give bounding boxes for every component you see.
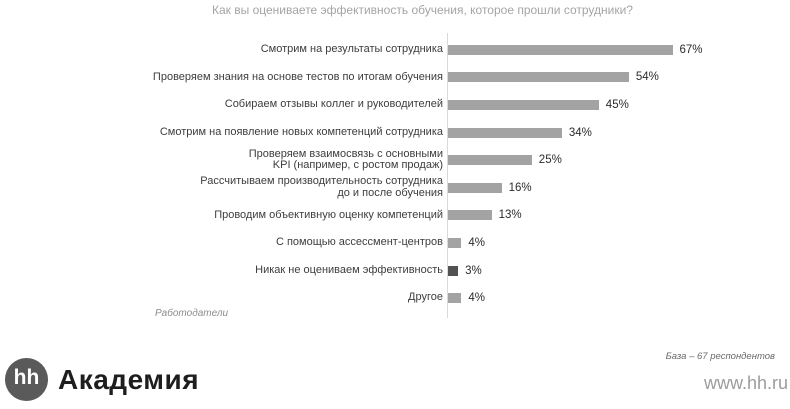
bar-label: Рассчитываем производительность сотрудни… [200, 175, 443, 199]
bar-value: 4% [468, 236, 486, 249]
bar-value: 3% [465, 264, 482, 277]
chart-row: С помощью ассессмент-центров 4% [0, 229, 790, 257]
bar-value: 54% [635, 71, 659, 84]
chart-row: Собираем отзывы коллег и руководителей 45… [0, 91, 790, 119]
hh-logo-letters: hh [13, 366, 40, 389]
chart-row: Проверяем знания на основе тестов по ито… [0, 64, 790, 92]
hh-logo: hh Академия [5, 358, 199, 401]
bar-value: 4% [468, 292, 486, 305]
bar-label: Другое [408, 291, 443, 304]
bar [448, 127, 562, 138]
bar-label: Проверяем взаимосвязь с основными KPI (н… [248, 147, 443, 172]
bar-label: Проводим объективную оценку компетенций [214, 208, 443, 221]
bar [448, 182, 502, 193]
bar-label: Собираем отзывы коллег и руководителей [224, 98, 443, 111]
bar-value: 45% [605, 98, 629, 111]
chart-row: Другое 4% [0, 284, 790, 312]
chart-row: Смотрим на появление новых компетенций с… [0, 119, 790, 147]
chart-row: Смотрим на результаты сотрудника 67% [0, 36, 790, 64]
logo-brand-text: Академия [58, 363, 200, 395]
bar-label: Никак не оцениваем эффективность [255, 263, 443, 276]
bar-label: Проверяем знания на основе тестов по ито… [152, 70, 443, 83]
bar-value: 67% [679, 43, 703, 56]
bar-chart: Смотрим на результаты сотрудника 67% Прове… [0, 33, 790, 318]
bar [448, 72, 629, 83]
bar [448, 237, 462, 248]
bar-value: 16% [508, 181, 532, 194]
bar [448, 99, 599, 110]
bar-value: 13% [498, 209, 522, 222]
website-link[interactable]: www.hh.ru [703, 373, 788, 393]
chart-row: Никак не оцениваем эффективность 3% [0, 257, 790, 285]
chart-row: Проводим объективную оценку компетенций 1… [0, 202, 790, 230]
chart-title: Как вы оцениваете эффективность обучения… [212, 3, 633, 17]
hh-logo-icon: hh [5, 358, 48, 401]
chart-rows: Смотрим на результаты сотрудника 67% Прове… [0, 36, 790, 312]
bar-label: С помощью ассессмент-центров [275, 236, 443, 249]
chart-row: Проверяем взаимосвязь с основными KPI (н… [0, 146, 790, 174]
segment-label: Работодатели [155, 308, 229, 319]
bar-value: 34% [568, 126, 592, 139]
base-note: База – 67 респондентов [665, 351, 775, 362]
bar-label: Смотрим на появление новых компетенций с… [159, 125, 443, 138]
bar [448, 210, 492, 221]
bar-label: Смотрим на результаты сотрудника [260, 43, 443, 56]
bar [448, 44, 673, 55]
bar [448, 293, 462, 304]
bar [448, 155, 532, 166]
y-axis-line [447, 33, 448, 318]
bar [448, 265, 459, 276]
chart-row: Рассчитываем производительность сотрудни… [0, 174, 790, 202]
bar-value: 25% [538, 154, 562, 167]
